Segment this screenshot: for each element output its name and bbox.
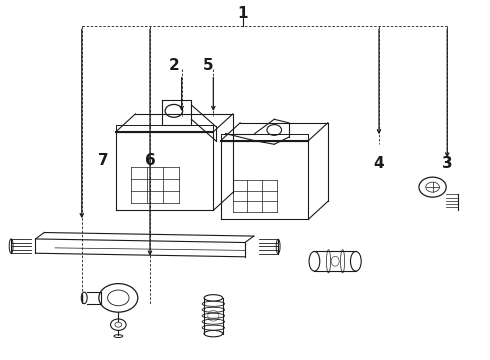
Text: 4: 4 <box>374 157 384 171</box>
Ellipse shape <box>202 301 224 306</box>
Ellipse shape <box>202 319 224 324</box>
Ellipse shape <box>204 330 222 337</box>
Text: 1: 1 <box>237 6 248 21</box>
Circle shape <box>419 177 446 197</box>
Ellipse shape <box>204 295 222 301</box>
Text: 6: 6 <box>145 153 155 168</box>
Ellipse shape <box>81 292 87 303</box>
Ellipse shape <box>309 251 320 271</box>
Text: 3: 3 <box>442 157 452 171</box>
Ellipse shape <box>350 251 361 271</box>
Ellipse shape <box>202 313 224 318</box>
Ellipse shape <box>202 307 224 312</box>
Ellipse shape <box>341 249 344 273</box>
Ellipse shape <box>202 325 224 330</box>
Text: 7: 7 <box>98 153 109 168</box>
Text: 5: 5 <box>203 58 214 73</box>
Ellipse shape <box>326 249 331 273</box>
Text: 2: 2 <box>169 58 180 73</box>
Polygon shape <box>35 239 245 257</box>
